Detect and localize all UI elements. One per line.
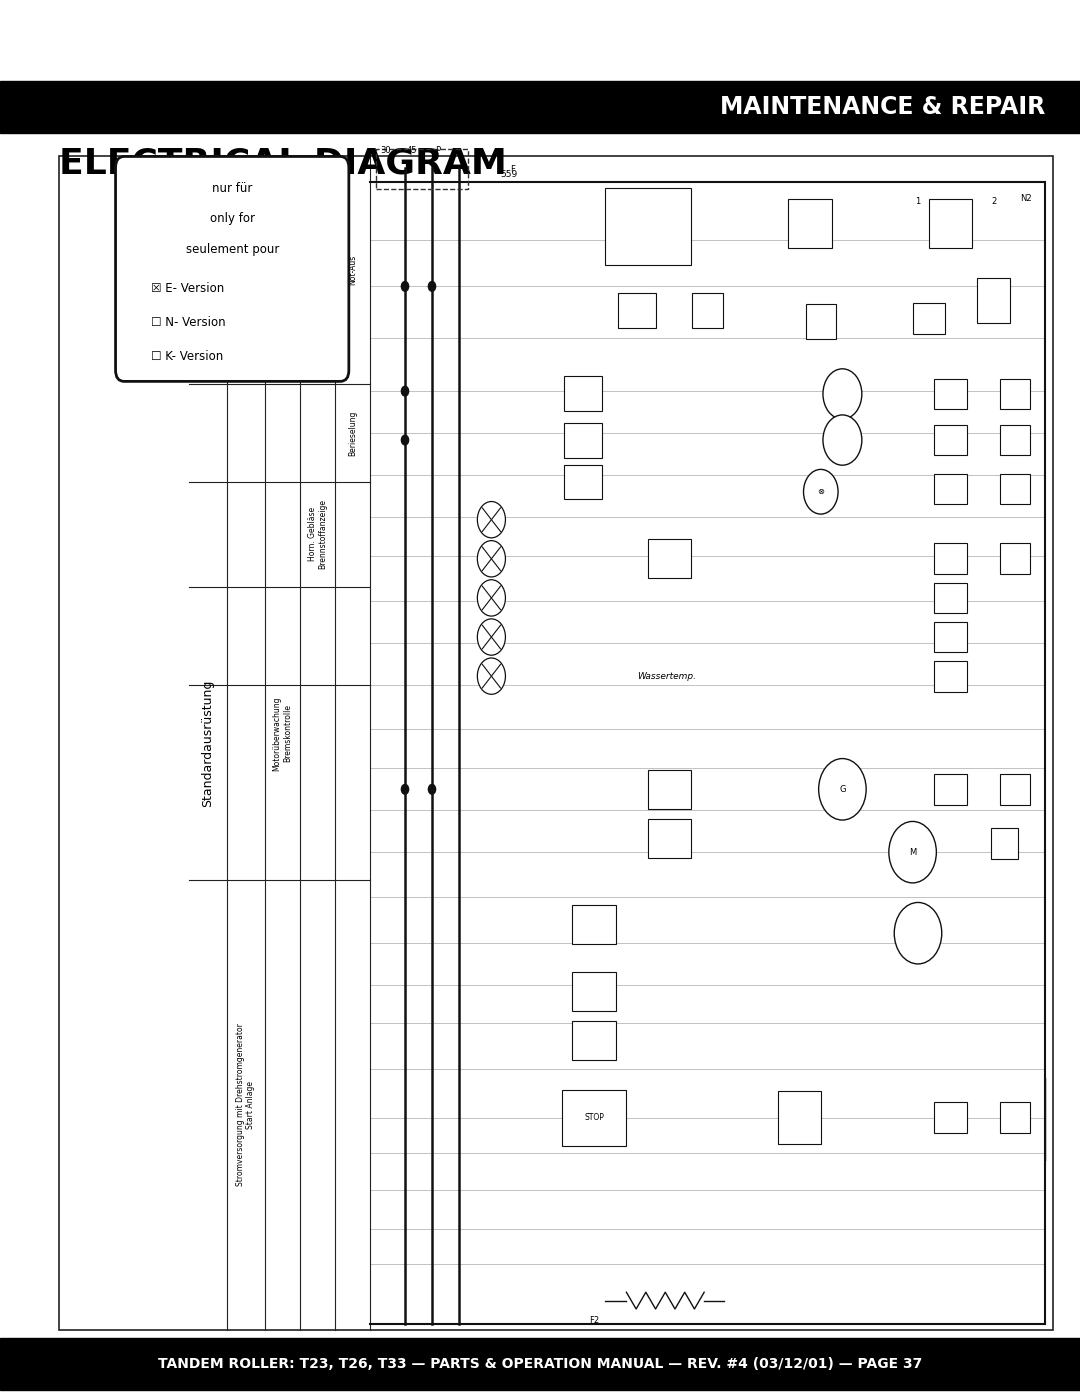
Bar [806,303,836,338]
Bar [648,819,691,858]
Bar [929,200,972,249]
Bar [1000,425,1030,455]
Bar [934,622,967,652]
Text: Motorüberwachung
Bremskontrolle: Motorüberwachung Bremskontrolle [273,696,292,771]
Text: ☒ E- Version: ☒ E- Version [151,282,225,295]
Bar [565,422,603,457]
Text: ELECTRICAL DIAGRAM: ELECTRICAL DIAGRAM [59,147,508,180]
Text: F: F [511,165,515,173]
Bar [778,1091,821,1144]
Bar [934,583,967,613]
Text: nur für: nur für [212,182,253,194]
Text: seulement pour: seulement pour [186,243,279,256]
Bar [59,156,1053,1330]
Bar [648,539,691,578]
Text: Not-Aus: Not-Aus [348,256,357,285]
Circle shape [477,658,505,694]
Bar [1000,379,1030,409]
Text: TANDEM ROLLER: T23, T26, T33 — PARTS & OPERATION MANUAL — REV. #4 (03/12/01) — P: TANDEM ROLLER: T23, T26, T33 — PARTS & O… [158,1356,922,1372]
Text: N2: N2 [1021,194,1031,203]
Bar [1000,474,1030,504]
Text: ☐ K- Version: ☐ K- Version [151,349,224,363]
Bar [565,376,603,411]
Text: STOP: STOP [584,1113,604,1122]
Bar [934,425,967,455]
Bar [934,543,967,574]
Text: MAINTENANCE & REPAIR: MAINTENANCE & REPAIR [720,95,1045,119]
Text: 559: 559 [500,170,517,179]
Circle shape [477,541,505,577]
Bar [648,770,691,809]
Bar [572,972,616,1011]
Text: Stromversorgung mit Drehstromgenerator
Start Anlage: Stromversorgung mit Drehstromgenerator S… [237,1024,255,1186]
Bar [934,774,967,805]
Text: only for: only for [210,212,255,225]
Bar [1000,543,1030,574]
Bar [913,303,945,334]
Text: G: G [839,785,846,793]
Bar [788,200,832,249]
Text: F2: F2 [589,1316,599,1324]
Bar [0,1338,1080,1390]
Text: Wassertemp.: Wassertemp. [637,672,697,680]
Bar [934,379,967,409]
Text: 1: 1 [916,197,920,205]
Text: 2: 2 [991,197,996,205]
FancyBboxPatch shape [116,156,349,381]
Circle shape [819,759,866,820]
Bar [0,81,1080,133]
Text: Horn. Gebläse
Brennstoffanzeige: Horn. Gebläse Brennstoffanzeige [308,499,327,570]
Text: 30: 30 [380,147,391,155]
Circle shape [401,386,409,397]
Circle shape [477,502,505,538]
Text: ☐ N- Version: ☐ N- Version [151,316,226,330]
Text: M: M [909,848,916,856]
Text: ⊗: ⊗ [818,488,824,496]
Bar [605,189,691,265]
Bar [991,828,1018,859]
Bar [572,1021,616,1060]
Circle shape [401,784,409,795]
Circle shape [428,784,436,795]
Circle shape [428,281,436,292]
Bar [977,278,1010,323]
Circle shape [823,369,862,419]
Bar [934,474,967,504]
Bar [618,293,657,327]
Bar [376,149,468,189]
Bar [1000,774,1030,805]
Circle shape [401,434,409,446]
Circle shape [889,821,936,883]
Circle shape [894,902,942,964]
Bar [562,1090,626,1146]
Bar [934,661,967,692]
Circle shape [477,580,505,616]
Circle shape [401,281,409,292]
Circle shape [804,469,838,514]
Circle shape [823,415,862,465]
Bar [692,293,723,327]
Text: Berieselung: Berieselung [348,411,357,455]
Bar [572,905,616,944]
Circle shape [477,619,505,655]
Bar [1000,1102,1030,1133]
Text: P: P [435,147,440,155]
Text: Standardausrüstung: Standardausrüstung [201,679,215,807]
Text: 45: 45 [406,147,417,155]
Bar [934,1102,967,1133]
Bar [565,464,603,499]
